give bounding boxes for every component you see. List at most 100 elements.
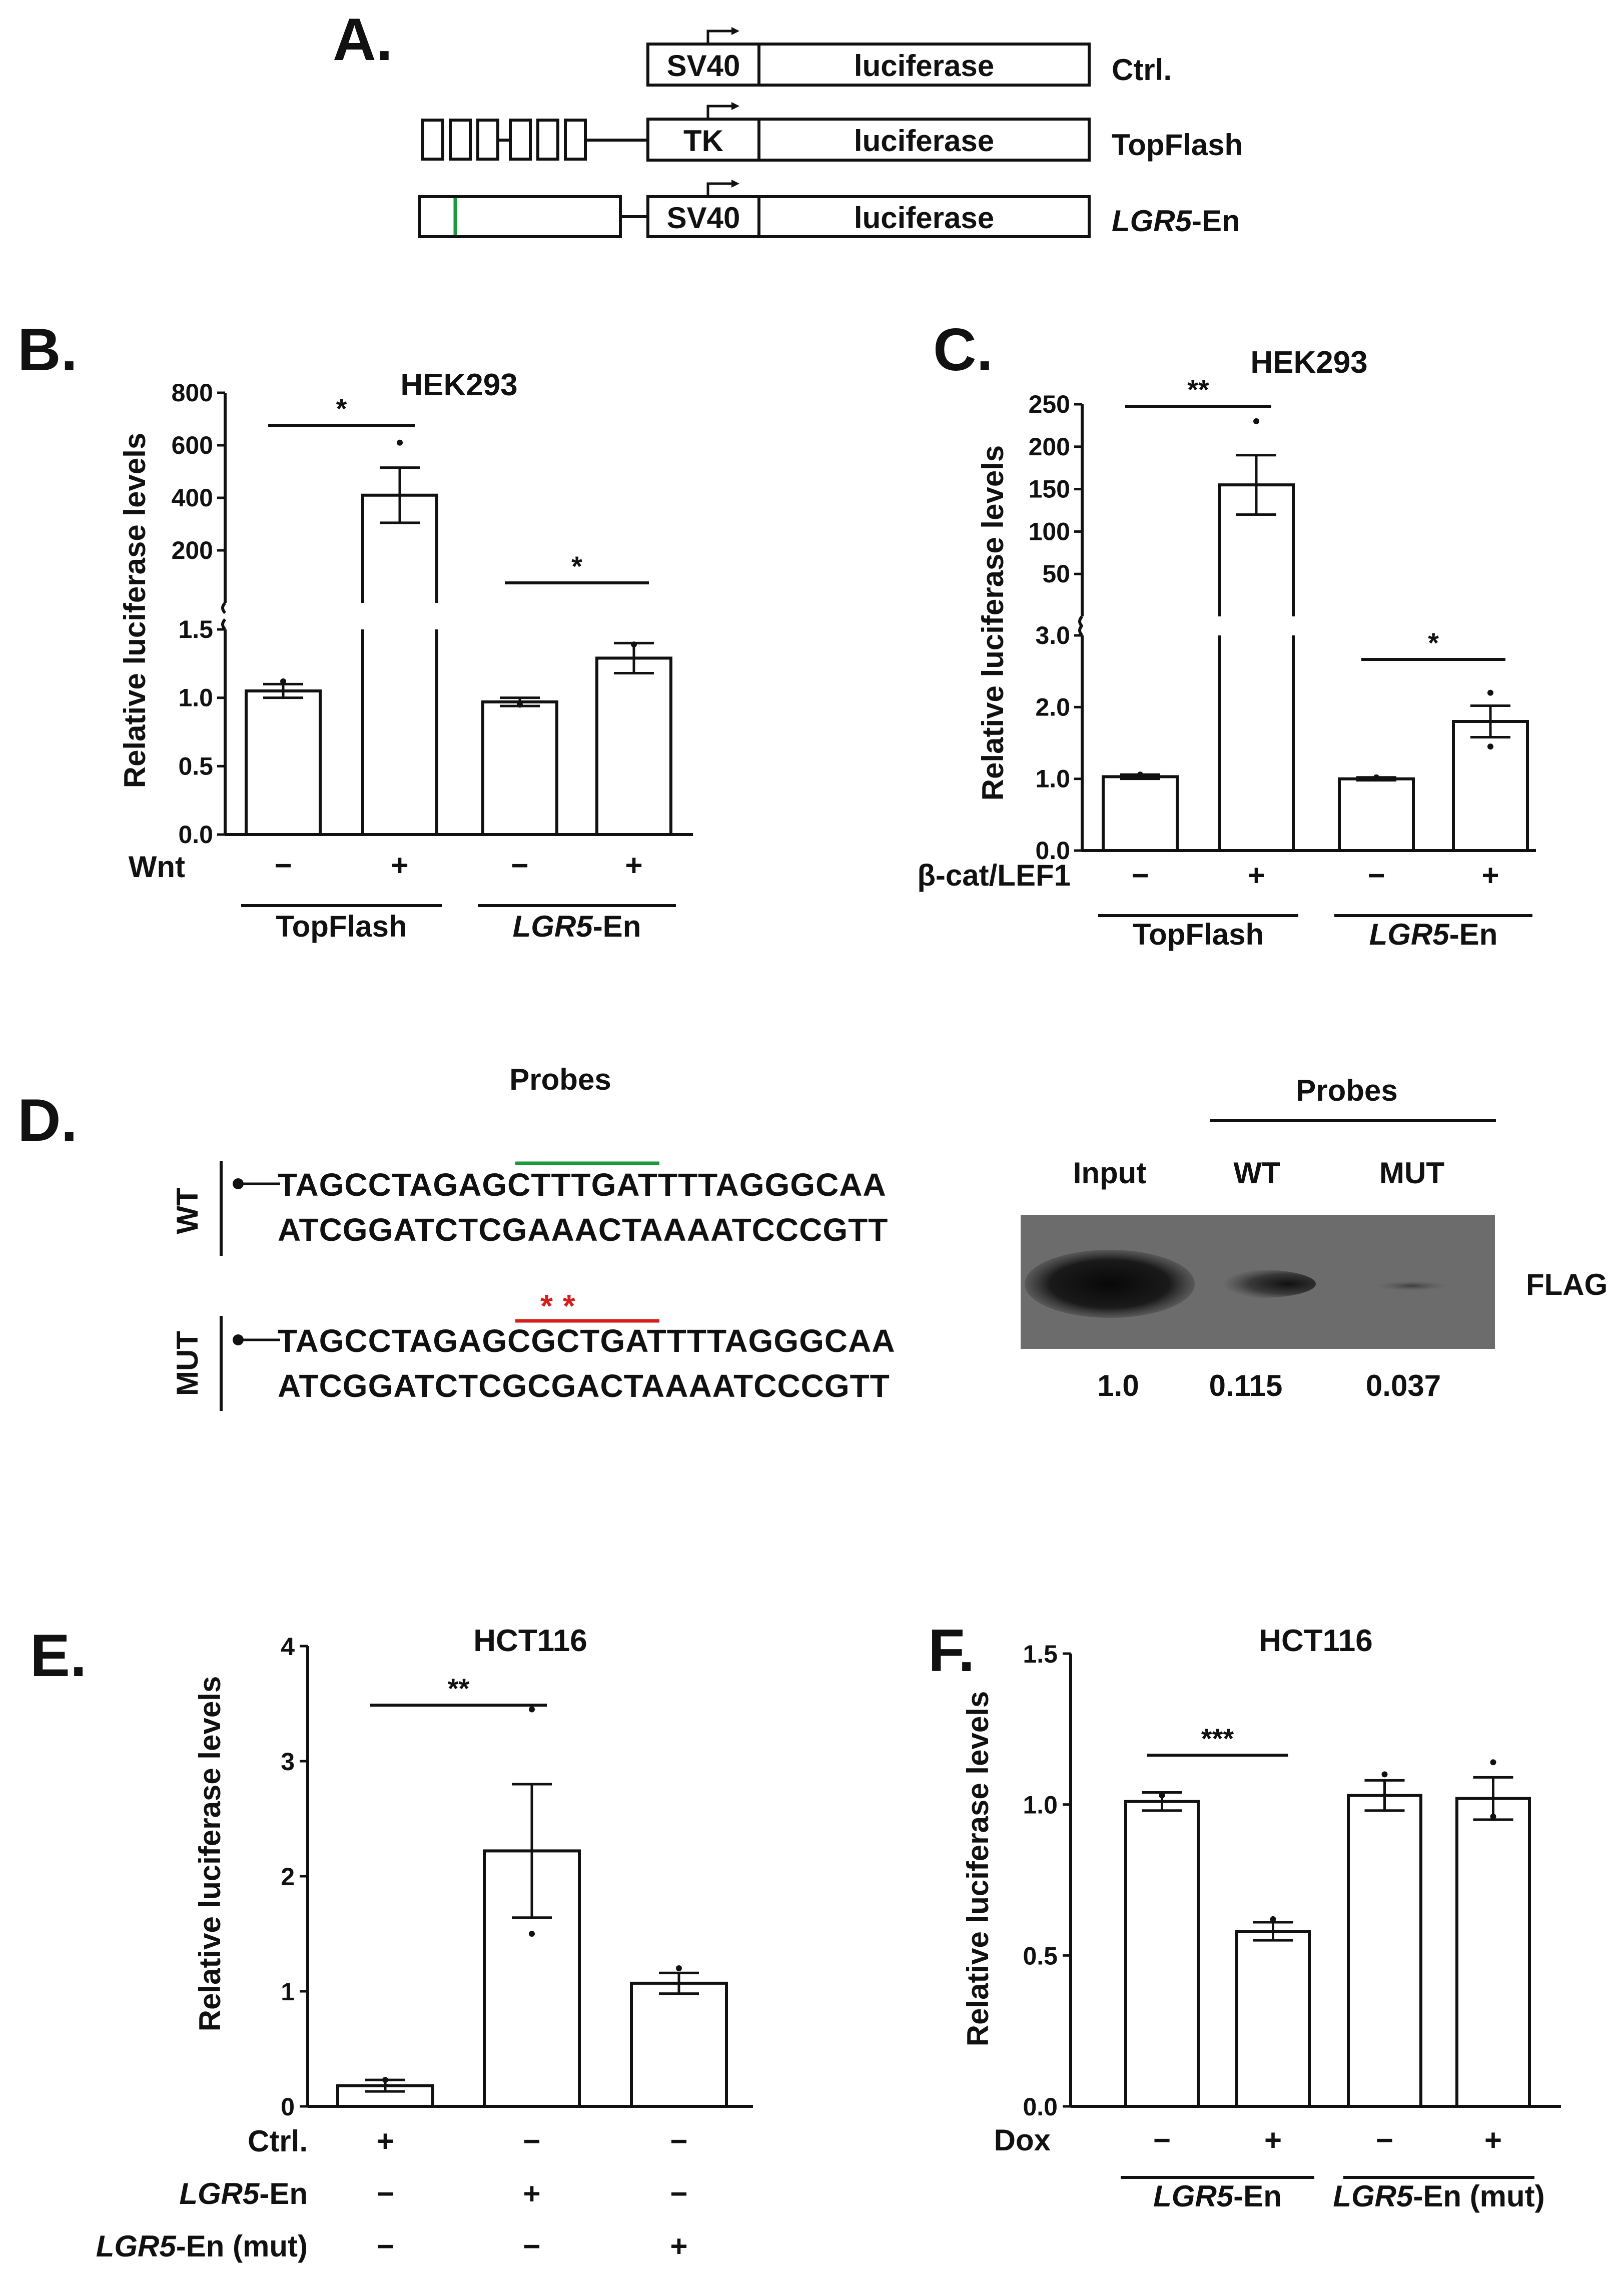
chart-title: HEK293: [1250, 345, 1367, 380]
y-axis-label: Relative luciferase levels: [118, 433, 152, 788]
bar: [1102, 775, 1179, 853]
y-tick-label: 0.0: [178, 821, 213, 849]
y-axis-label: Relative luciferase levels: [193, 1676, 227, 2031]
tcf-site: [421, 119, 444, 161]
tcf-site: [509, 119, 532, 161]
y-tick-label: 250: [1029, 390, 1070, 418]
panel-label-c: C.: [933, 316, 993, 383]
bar: [595, 656, 672, 837]
promoter-label: SV40: [667, 201, 740, 235]
bar: [1455, 1797, 1531, 2108]
construct-topflash: TK luciferase TopFlash: [421, 102, 1243, 162]
bar: [1452, 720, 1529, 852]
bar-lower-part: [361, 629, 438, 835]
arrowhead-icon: [731, 180, 739, 188]
data-point: [397, 439, 403, 446]
condition-mark: +: [391, 849, 408, 882]
bar: [1235, 1930, 1311, 2108]
condition-label: β-cat/LEF1: [917, 859, 1071, 892]
bar: [1347, 1794, 1422, 2108]
y-tick-label: 0.0: [1035, 837, 1070, 865]
luciferase-box: [757, 195, 1091, 238]
band-wt: [1206, 1270, 1316, 1298]
promoter-label: TK: [683, 124, 723, 158]
data-point: [1270, 1916, 1276, 1922]
condition-mark: +: [625, 849, 642, 882]
condition-label: Wnt: [129, 850, 185, 884]
group-label: LGR5-En: [513, 910, 641, 943]
chart-title: HEK293: [400, 368, 517, 402]
significance-label: **: [448, 1673, 470, 1704]
tcf-site: [476, 119, 499, 161]
condition-mark: −: [1367, 859, 1385, 892]
condition-mark: −: [376, 2229, 394, 2263]
mutation-stars: * *: [540, 1288, 576, 1324]
group-label: LGR5-En (mut): [1333, 2179, 1544, 2213]
bar: [630, 1981, 728, 2108]
axis-break-icon: [221, 601, 227, 631]
arrowhead-icon: [731, 27, 739, 35]
significance-label: ***: [1201, 1723, 1234, 1754]
y-tick-label: 800: [172, 379, 213, 407]
panel-label-a: A.: [333, 6, 393, 73]
y-tick-label: 1.5: [1023, 1640, 1058, 1668]
mut-top-strand: TAGCCTAGAGCGCTGATTTTAGGGCAA: [278, 1323, 896, 1359]
condition-row-label: LGR5-En: [179, 2177, 308, 2210]
arrowhead-icon: [731, 102, 739, 110]
y-tick-label: 200: [1029, 433, 1070, 461]
condition-mark: +: [376, 2124, 394, 2158]
tcf-site: [564, 119, 587, 161]
wt-bottom-strand: ATCGGATCTCGAAACTAAAATCCCGTT: [278, 1212, 888, 1248]
promoter-label: SV40: [667, 49, 740, 83]
chart-panel-b: B. HEK293 Relative luciferase levels 0.0 0.5…: [18, 316, 693, 943]
condition-label: Dox: [994, 2123, 1051, 2157]
tss-arrow-icon: [706, 30, 733, 44]
data-point: [1487, 743, 1493, 750]
luciferase-box: [757, 43, 1091, 87]
data-point: [1487, 689, 1493, 696]
panel-label-b: B.: [18, 316, 78, 383]
y-tick-label: 200: [172, 536, 213, 564]
group-label: TopFlash: [276, 910, 407, 943]
condition-mark: −: [1376, 2123, 1393, 2157]
band-input: [1025, 1250, 1195, 1318]
group-label: TopFlash: [1133, 918, 1264, 951]
condition-mark: −: [1153, 2123, 1171, 2157]
condition-row-label: LGR5-En (mut): [96, 2229, 308, 2263]
data-point: [280, 678, 286, 684]
data-point: [529, 1931, 535, 1937]
y-tick-label: 0.0: [1023, 2093, 1058, 2121]
significance-label: *: [571, 550, 582, 582]
y-tick-label: 600: [172, 431, 213, 459]
blot-probes-title: Probes: [1296, 1074, 1397, 1107]
quant-mut: 0.037: [1366, 1369, 1441, 1402]
data-point: [1137, 772, 1143, 778]
antibody-label: FLAG: [1526, 1268, 1607, 1301]
condition-mark: −: [274, 849, 292, 882]
bar: [1338, 777, 1415, 852]
quant-input: 1.0: [1097, 1369, 1139, 1402]
y-tick-label: 2.0: [1035, 693, 1070, 721]
y-tick-label: 1: [281, 1978, 295, 2006]
band-mut: [1377, 1281, 1447, 1291]
y-tick-label: 1.0: [178, 684, 213, 712]
wt-top-strand: TAGCCTAGAGCTTTGATTTTAGGGCAA: [278, 1167, 887, 1203]
significance-label: *: [1428, 627, 1439, 658]
y-tick-label: 100: [1029, 517, 1070, 545]
wt-label: WT: [171, 1187, 204, 1234]
tcf-site: [536, 119, 559, 161]
group-label: LGR5-En: [1153, 2179, 1282, 2213]
panel-label-e: E.: [30, 1622, 87, 1689]
construct-name: Ctrl.: [1112, 53, 1172, 87]
tss-arrow-icon: [706, 105, 733, 119]
y-tick-label: 1.0: [1023, 1791, 1058, 1819]
axis-break-icon: [1078, 615, 1084, 637]
y-tick-label: 3.0: [1035, 621, 1070, 649]
data-point: [382, 2077, 388, 2083]
chart-title: HCT116: [1259, 1624, 1372, 1658]
y-tick-label: 1.5: [178, 615, 213, 643]
condition-mark: +: [1484, 2123, 1502, 2157]
quant-wt: 0.115: [1209, 1369, 1283, 1402]
y-tick-label: 2: [281, 1863, 295, 1891]
bar: [1124, 1800, 1200, 2108]
